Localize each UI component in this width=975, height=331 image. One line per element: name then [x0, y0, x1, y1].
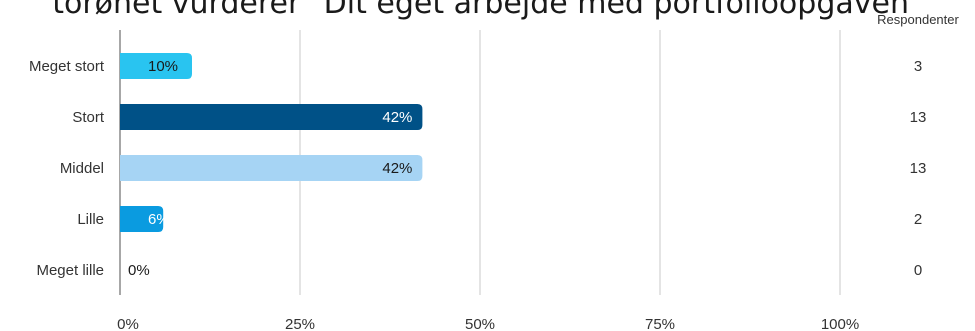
- x-tick-label: 0%: [117, 316, 139, 331]
- bar: [120, 104, 423, 130]
- category-label: Middel: [60, 160, 104, 177]
- bar: [120, 155, 423, 181]
- x-tick-label: 100%: [821, 316, 859, 331]
- data-label: 42%: [382, 160, 412, 177]
- category-label: Meget stort: [29, 58, 105, 75]
- labels: 0% 25% 50% 75% 100% Respondenter Meget stort 10…: [29, 12, 960, 331]
- bar: [120, 206, 164, 232]
- category-label: Lille: [77, 211, 104, 228]
- chart-title: torønet vurderer "Dit eget arbejde med p…: [52, 0, 923, 21]
- x-tick-label: 25%: [285, 316, 315, 331]
- category-label: Meget lille: [36, 262, 104, 279]
- respondent-count: 13: [910, 160, 927, 177]
- category-label: Stort: [72, 109, 105, 126]
- bar: [120, 53, 192, 79]
- data-label: 10%: [148, 58, 178, 75]
- data-label: 6%: [148, 211, 170, 228]
- x-tick-label: 75%: [645, 316, 675, 331]
- respondents-header: Respondenter: [877, 12, 959, 27]
- data-label: 42%: [382, 109, 412, 126]
- respondent-count: 13: [910, 109, 927, 126]
- respondent-count: 3: [914, 58, 922, 75]
- respondent-count: 0: [914, 262, 922, 279]
- respondent-count: 2: [914, 211, 922, 228]
- bars: [120, 53, 423, 232]
- data-label: 0%: [128, 262, 150, 279]
- x-tick-label: 50%: [465, 316, 495, 331]
